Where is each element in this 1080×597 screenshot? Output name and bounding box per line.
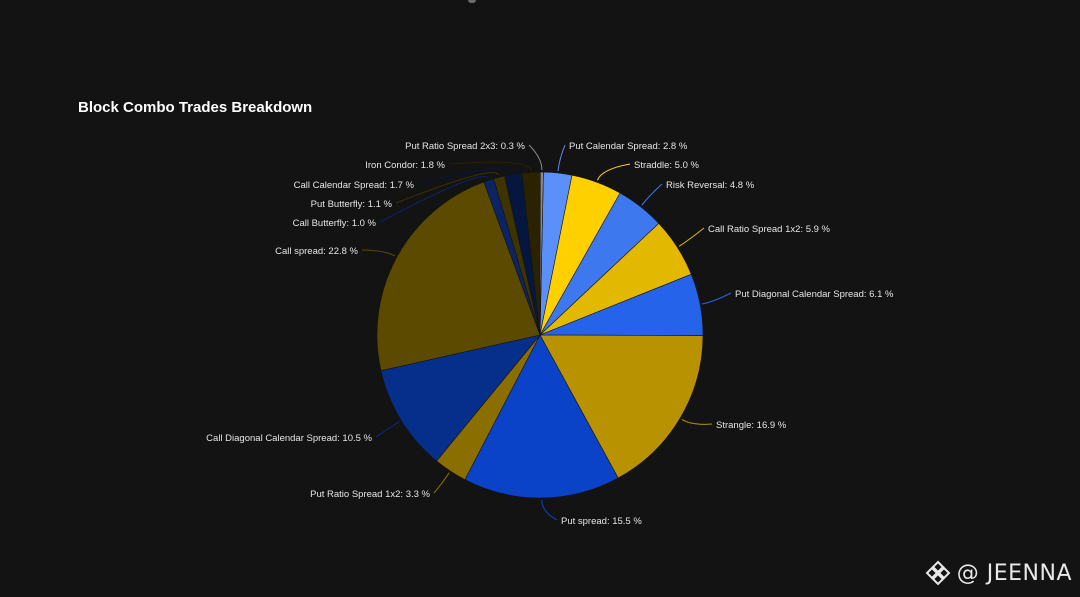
pie-slice — [464, 334, 619, 499]
leader-line — [641, 183, 663, 206]
slice-label: Risk Reversal: 4.8 % — [666, 180, 755, 191]
pie-slice — [539, 334, 704, 479]
slice-label: Call spread: 22.8 % — [275, 246, 358, 257]
pie-slice — [539, 171, 544, 336]
leader-line — [379, 175, 489, 223]
slice-label: Put Ratio Spread 1x2: 3.3 % — [310, 489, 430, 500]
leader-line — [361, 249, 396, 257]
slice-label: Straddle: 5.0 % — [634, 160, 700, 171]
slice-label: Strangle: 16.9 % — [716, 420, 787, 431]
leader-line — [702, 292, 732, 305]
leader-line — [681, 418, 713, 425]
leader-line — [375, 421, 400, 438]
leader-line — [448, 161, 532, 171]
pie-slice — [376, 181, 541, 372]
slice-label: Put Diagonal Calendar Spread: 6.1 % — [735, 289, 894, 300]
leader-line — [596, 163, 631, 181]
slice-labels: Put Calendar Spread: 2.8 % Straddle: 5.0 … — [206, 141, 894, 527]
chart-title: Block Combo Trades Breakdown — [78, 99, 313, 116]
slice-label: Call Butterfly: 1.0 % — [293, 218, 377, 229]
slice-label: Put Ratio Spread 2x3: 0.3 % — [405, 141, 525, 152]
leader-line — [417, 167, 514, 185]
watermark-text: @ JEENNA — [956, 560, 1072, 586]
leader-line — [433, 472, 450, 494]
slice-label: Call Calendar Spread: 1.7 % — [294, 180, 415, 191]
leader-line — [541, 499, 558, 521]
leader-lines — [361, 144, 732, 521]
leader-line — [528, 144, 543, 171]
leader-line — [395, 172, 500, 204]
leader-line — [678, 227, 705, 247]
slice-label: Put Calendar Spread: 2.8 % — [569, 141, 688, 152]
slice-label: Call Diagonal Calendar Spread: 10.5 % — [206, 433, 372, 444]
pie-slice — [380, 334, 541, 462]
leader-line — [557, 144, 566, 172]
pie-slices — [376, 171, 704, 499]
watermark: @ JEENNA — [925, 560, 1072, 586]
slice-label: Iron Condor: 1.8 % — [365, 160, 445, 171]
top-edge-mark — [468, 0, 476, 3]
slice-label: Call Ratio Spread 1x2: 5.9 % — [708, 224, 831, 235]
diamond-logo-icon — [925, 560, 951, 586]
slice-label: Put Butterfly: 1.1 % — [311, 199, 393, 210]
slice-label: Put spread: 15.5 % — [561, 516, 642, 527]
